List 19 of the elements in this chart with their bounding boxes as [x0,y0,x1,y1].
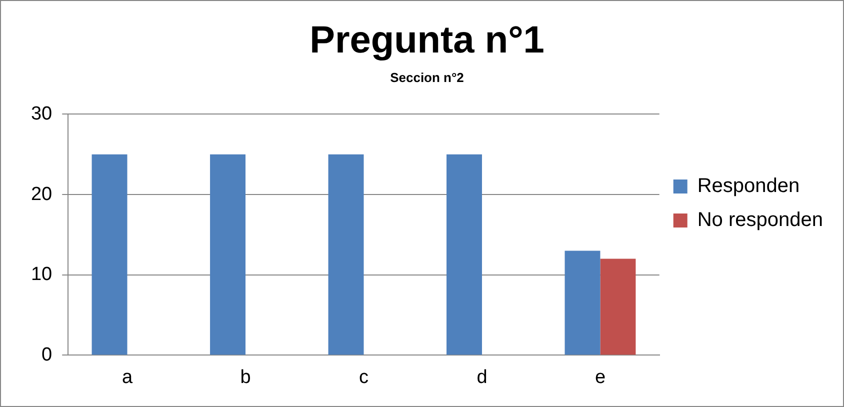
y-tick-label: 10 [30,264,52,286]
x-tick-label: d [476,366,488,388]
chart-title: Pregunta n°1 [310,19,544,62]
bar [328,154,364,355]
legend-label: Responden [697,175,800,198]
x-tick-label: a [122,366,133,388]
legend-label: No responden [697,209,824,232]
bar [600,258,636,355]
x-tick-label: b [240,366,251,388]
y-tick-label: 30 [30,103,52,124]
y-tick-label: 20 [30,184,52,205]
bar [564,250,600,355]
bar [446,154,482,355]
y-tick-label: 0 [42,344,52,366]
x-tick-label: e [594,366,606,388]
bar [210,154,246,355]
chart-subtitle: Seccion n°2 [390,70,464,85]
bar [92,154,128,355]
x-tick-label: c [358,366,368,388]
